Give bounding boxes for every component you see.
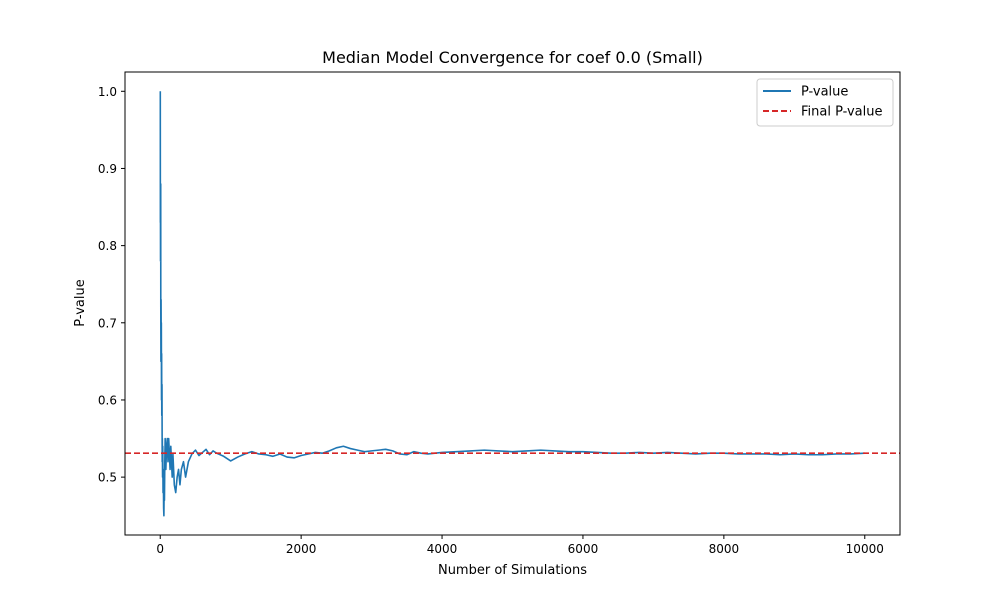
y-tick-label: 0.8: [98, 239, 117, 253]
series-line-pvalue: [159, 91, 865, 517]
y-tick-label: 0.6: [98, 393, 117, 407]
legend-label-final-pvalue: Final P-value: [801, 105, 883, 120]
data-layer: [125, 91, 900, 517]
x-tick-label: 6000: [568, 542, 599, 556]
x-axis-label: Number of Simulations: [438, 563, 587, 578]
chart-title: Median Model Convergence for coef 0.0 (S…: [322, 48, 703, 67]
x-tick-label: 4000: [427, 542, 458, 556]
x-tick-label: 2000: [286, 542, 317, 556]
legend: P-value Final P-value: [756, 78, 894, 127]
y-tick-label: 0.5: [98, 471, 117, 485]
legend-label-pvalue: P-value: [801, 85, 848, 100]
y-axis-label: P-value: [73, 279, 88, 326]
x-tick-label: 10000: [846, 542, 884, 556]
y-tick-label: 0.7: [98, 316, 117, 330]
y-tick-label: 0.9: [98, 162, 117, 176]
plot-frame: [124, 71, 901, 536]
plot-area: [125, 72, 900, 535]
y-tick-label: 1.0: [98, 85, 117, 99]
x-tick-label: 0: [156, 542, 164, 556]
ticks-layer: 0 2000 4000 6000 8000 10000 0.5 0.6 0.7 0.8 0.9 1.0: [98, 85, 884, 556]
x-tick-label: 8000: [709, 542, 740, 556]
